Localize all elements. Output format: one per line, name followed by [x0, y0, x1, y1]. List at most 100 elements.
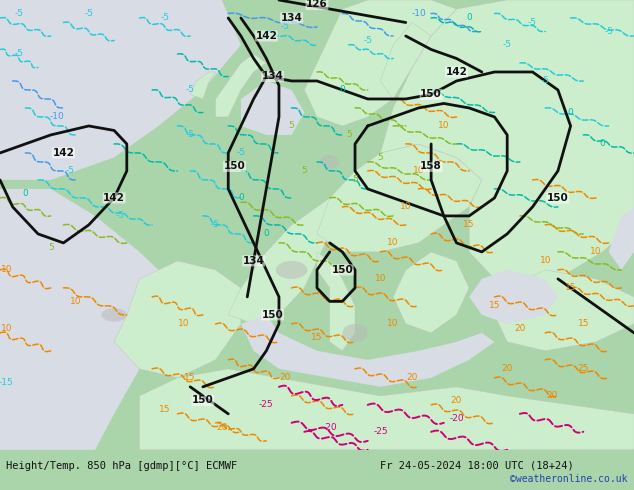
Text: -20: -20: [322, 423, 337, 432]
Text: 20: 20: [216, 423, 228, 432]
Text: -5: -5: [528, 18, 537, 27]
Text: 10: 10: [1, 266, 12, 274]
Text: 0: 0: [22, 189, 29, 198]
Polygon shape: [190, 72, 216, 99]
Text: 10: 10: [70, 297, 82, 306]
Text: 5: 5: [288, 122, 295, 130]
Text: -5: -5: [65, 167, 74, 175]
Text: -25: -25: [259, 400, 274, 409]
Text: -5: -5: [541, 76, 550, 85]
Ellipse shape: [320, 155, 339, 169]
Ellipse shape: [342, 324, 368, 342]
Text: 0: 0: [599, 140, 605, 148]
Polygon shape: [216, 54, 266, 117]
Text: 150: 150: [332, 265, 353, 275]
Ellipse shape: [276, 261, 307, 279]
Polygon shape: [393, 252, 469, 333]
Polygon shape: [317, 144, 482, 252]
Text: 150: 150: [547, 193, 569, 203]
Polygon shape: [114, 261, 241, 378]
Polygon shape: [495, 270, 634, 351]
Polygon shape: [380, 23, 431, 99]
Text: 20: 20: [546, 392, 557, 400]
Text: -5: -5: [236, 148, 245, 157]
Text: 15: 15: [578, 319, 589, 328]
Text: 134: 134: [281, 13, 302, 23]
Text: 142: 142: [446, 67, 467, 77]
Text: -15: -15: [0, 378, 14, 387]
Text: 10: 10: [387, 319, 399, 328]
Text: -5: -5: [604, 27, 613, 36]
Text: 20: 20: [451, 396, 462, 405]
Text: 0: 0: [567, 108, 574, 117]
Text: 10: 10: [1, 324, 12, 333]
Text: 5: 5: [301, 167, 307, 175]
Text: 5: 5: [352, 175, 358, 184]
Text: 134: 134: [262, 72, 283, 81]
Text: -5: -5: [186, 130, 195, 140]
Text: -5: -5: [503, 41, 512, 49]
Text: 150: 150: [262, 310, 283, 320]
Ellipse shape: [101, 308, 127, 321]
Polygon shape: [304, 0, 456, 126]
Text: -5: -5: [281, 23, 290, 31]
Text: 0: 0: [238, 194, 244, 202]
Polygon shape: [609, 207, 634, 270]
Polygon shape: [0, 0, 241, 180]
Text: 10: 10: [178, 319, 190, 328]
Text: 142: 142: [53, 148, 74, 158]
Text: 20: 20: [514, 324, 526, 333]
Text: 20: 20: [501, 365, 513, 373]
Polygon shape: [241, 315, 495, 387]
Text: Fr 24-05-2024 18:00 UTC (18+24): Fr 24-05-2024 18:00 UTC (18+24): [380, 461, 574, 471]
Text: 15: 15: [463, 220, 475, 229]
Text: 142: 142: [103, 193, 125, 203]
Text: -5: -5: [160, 14, 169, 23]
Polygon shape: [139, 369, 634, 450]
Text: 10: 10: [387, 239, 399, 247]
Text: -5: -5: [15, 9, 23, 18]
Text: 10: 10: [590, 247, 602, 256]
Text: 20: 20: [280, 373, 291, 382]
Text: 10: 10: [400, 202, 411, 211]
Text: 10: 10: [413, 167, 424, 175]
Text: 0: 0: [339, 85, 346, 95]
Text: 0: 0: [263, 229, 269, 239]
Text: -10: -10: [411, 9, 426, 18]
Text: -20: -20: [449, 414, 464, 423]
Text: 158: 158: [420, 161, 442, 172]
Text: 126: 126: [306, 0, 328, 9]
Text: 20: 20: [406, 373, 418, 382]
Text: 5: 5: [346, 130, 352, 140]
Text: 15: 15: [489, 301, 500, 310]
Polygon shape: [241, 81, 304, 135]
Text: Height/Temp. 850 hPa [gdmp][°C] ECMWF: Height/Temp. 850 hPa [gdmp][°C] ECMWF: [6, 461, 238, 471]
Text: 10: 10: [375, 274, 386, 283]
Text: -5: -5: [363, 36, 372, 45]
Polygon shape: [380, 0, 634, 288]
Text: 25: 25: [578, 365, 589, 373]
Polygon shape: [317, 252, 355, 351]
Text: 0: 0: [466, 14, 472, 23]
Text: 10: 10: [438, 122, 450, 130]
Text: 150: 150: [192, 395, 214, 405]
Text: 15: 15: [159, 405, 171, 414]
Text: -5: -5: [84, 9, 93, 18]
Text: 15: 15: [565, 283, 576, 293]
Text: 150: 150: [420, 90, 442, 99]
Polygon shape: [0, 189, 178, 450]
Text: 150: 150: [224, 161, 245, 172]
Polygon shape: [228, 198, 342, 324]
Text: 5: 5: [377, 153, 384, 162]
Text: -5: -5: [116, 211, 125, 220]
Text: 134: 134: [243, 256, 264, 266]
Text: ©weatheronline.co.uk: ©weatheronline.co.uk: [510, 474, 628, 484]
Polygon shape: [469, 270, 558, 324]
Text: -5: -5: [211, 220, 220, 229]
Text: -5: -5: [186, 85, 195, 95]
Text: 5: 5: [48, 243, 54, 252]
Text: -10: -10: [49, 112, 65, 122]
Text: 142: 142: [256, 31, 277, 41]
Text: 15: 15: [184, 373, 196, 382]
Text: 10: 10: [540, 256, 551, 266]
